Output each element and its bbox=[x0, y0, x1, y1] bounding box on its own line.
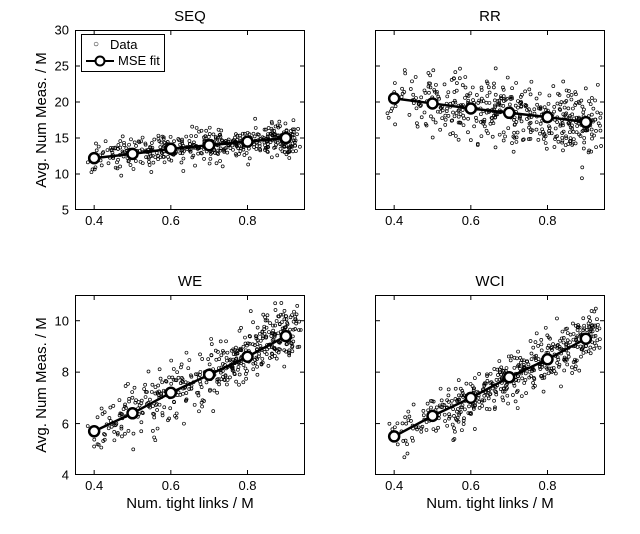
ytick-label: 4 bbox=[62, 468, 69, 483]
legend-row-fit: MSE fit bbox=[86, 53, 160, 69]
fit-marker bbox=[128, 408, 138, 418]
xtick-label: 0.6 bbox=[162, 213, 180, 228]
panel-wci bbox=[375, 295, 605, 475]
legend-data-marker: ○ bbox=[86, 37, 106, 53]
ylabel: Avg. Num Meas. / M bbox=[33, 52, 50, 188]
fit-marker bbox=[281, 133, 291, 143]
fit-marker bbox=[466, 393, 476, 403]
xtick-label: 0.4 bbox=[85, 478, 103, 493]
axis-box bbox=[375, 295, 605, 475]
scatter-we bbox=[86, 302, 302, 451]
fit-marker bbox=[204, 370, 214, 380]
fit-marker bbox=[166, 388, 176, 398]
xlabel: Num. tight links / M bbox=[126, 495, 254, 512]
ylabel: Avg. Num Meas. / M bbox=[33, 317, 50, 453]
fit-marker bbox=[581, 117, 591, 127]
legend-row-data: ○Data bbox=[86, 37, 160, 53]
fit-marker bbox=[504, 108, 514, 118]
ytick-label: 20 bbox=[55, 95, 69, 110]
panel-title-seq: SEQ bbox=[174, 8, 206, 25]
fit-marker bbox=[389, 431, 399, 441]
ytick-label: 25 bbox=[55, 59, 69, 74]
fit-marker bbox=[428, 411, 438, 421]
ytick-label: 5 bbox=[62, 203, 69, 218]
panel-title-we: WE bbox=[178, 273, 202, 290]
xtick-label: 0.6 bbox=[462, 478, 480, 493]
ytick-label: 10 bbox=[55, 313, 69, 328]
ytick-label: 8 bbox=[62, 365, 69, 380]
xtick-label: 0.4 bbox=[85, 213, 103, 228]
ytick-label: 15 bbox=[55, 131, 69, 146]
fit-marker bbox=[543, 354, 553, 364]
fit-marker bbox=[581, 334, 591, 344]
panel-rr bbox=[375, 30, 605, 210]
fit-line-wci bbox=[394, 339, 586, 437]
panel-title-wci: WCI bbox=[475, 273, 504, 290]
fit-marker bbox=[128, 149, 138, 159]
fit-marker bbox=[243, 137, 253, 147]
legend-data-label: Data bbox=[110, 37, 137, 53]
legend: ○DataMSE fit bbox=[81, 34, 165, 72]
fit-marker bbox=[428, 98, 438, 108]
ytick-label: 6 bbox=[62, 416, 69, 431]
fit-marker bbox=[243, 352, 253, 362]
xlabel: Num. tight links / M bbox=[426, 495, 554, 512]
fit-marker bbox=[281, 331, 291, 341]
ytick-label: 10 bbox=[55, 167, 69, 182]
fit-marker bbox=[204, 140, 214, 150]
xtick-label: 0.6 bbox=[162, 478, 180, 493]
xtick-label: 0.8 bbox=[538, 213, 556, 228]
ytick-label: 30 bbox=[55, 23, 69, 38]
panel-we bbox=[75, 295, 305, 475]
scatter-wci bbox=[388, 307, 601, 459]
legend-fit-label: MSE fit bbox=[118, 53, 160, 69]
xtick-label: 0.8 bbox=[238, 213, 256, 228]
fit-marker bbox=[543, 112, 553, 122]
legend-fit-icon bbox=[86, 54, 114, 68]
xtick-label: 0.6 bbox=[462, 213, 480, 228]
fit-marker bbox=[89, 153, 99, 163]
panel-title-rr: RR bbox=[479, 8, 501, 25]
fit-marker bbox=[389, 93, 399, 103]
figure: SEQ 0.4 0.6 0.8 5 10 15 20 25 30 Avg. Num Meas. / … bbox=[0, 0, 640, 534]
fit-marker bbox=[89, 426, 99, 436]
xtick-label: 0.4 bbox=[385, 478, 403, 493]
xtick-label: 0.8 bbox=[238, 478, 256, 493]
xtick-label: 0.4 bbox=[385, 213, 403, 228]
fit-marker bbox=[504, 372, 514, 382]
xtick-label: 0.8 bbox=[538, 478, 556, 493]
scatter-rr bbox=[386, 67, 603, 180]
fit-line-we bbox=[94, 336, 286, 431]
fit-marker bbox=[466, 103, 476, 113]
fit-marker bbox=[166, 144, 176, 154]
